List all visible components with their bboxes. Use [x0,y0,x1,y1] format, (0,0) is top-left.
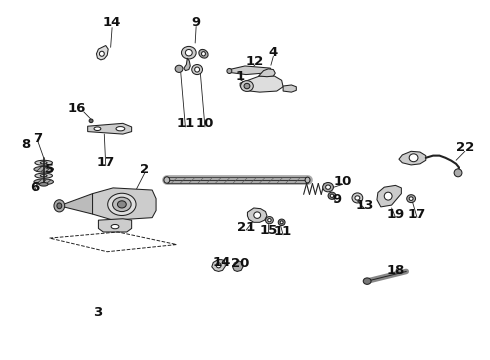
Text: 6: 6 [30,181,40,194]
Polygon shape [98,219,132,232]
Ellipse shape [192,64,202,75]
Ellipse shape [280,221,283,224]
Text: 10: 10 [196,117,214,130]
Text: 7: 7 [33,132,42,145]
Polygon shape [399,151,426,165]
Ellipse shape [305,177,310,183]
Ellipse shape [164,177,170,183]
Polygon shape [233,261,243,271]
Ellipse shape [363,278,371,284]
Ellipse shape [254,212,261,219]
Text: 8: 8 [22,138,31,151]
Ellipse shape [199,49,208,58]
Ellipse shape [278,219,285,226]
Ellipse shape [328,192,336,199]
Text: 9: 9 [192,17,201,30]
Text: 4: 4 [269,46,278,59]
Ellipse shape [323,183,333,192]
Ellipse shape [57,203,62,209]
Text: 20: 20 [231,257,249,270]
Polygon shape [259,69,275,77]
Text: 16: 16 [67,102,86,115]
Text: 3: 3 [93,306,102,319]
Text: 9: 9 [332,193,342,206]
Ellipse shape [454,169,462,177]
Ellipse shape [185,49,192,56]
Polygon shape [59,194,93,214]
Ellipse shape [35,160,52,165]
Ellipse shape [181,46,196,59]
Ellipse shape [326,185,331,189]
Ellipse shape [40,175,47,177]
Text: 13: 13 [356,199,374,212]
Ellipse shape [111,225,119,229]
Text: 14: 14 [103,17,122,30]
Ellipse shape [330,194,334,197]
Text: 21: 21 [237,221,255,234]
Ellipse shape [54,200,65,212]
Text: 10: 10 [334,175,352,188]
Polygon shape [89,188,156,220]
Ellipse shape [34,179,53,185]
Ellipse shape [216,263,221,268]
Ellipse shape [40,162,47,164]
Text: 17: 17 [97,156,115,169]
Text: 11: 11 [274,225,292,238]
Ellipse shape [407,195,416,203]
Polygon shape [184,58,190,71]
Ellipse shape [99,51,104,56]
Ellipse shape [266,217,273,224]
Text: 19: 19 [387,208,405,221]
Polygon shape [88,123,132,134]
Ellipse shape [175,65,183,72]
Ellipse shape [227,68,232,73]
Polygon shape [212,260,225,271]
Ellipse shape [352,193,363,203]
Ellipse shape [195,67,199,72]
Text: 5: 5 [45,163,54,176]
Text: 17: 17 [408,208,426,221]
Ellipse shape [116,127,125,131]
Ellipse shape [409,197,413,201]
Ellipse shape [241,81,253,91]
Ellipse shape [108,193,136,216]
Ellipse shape [268,219,271,222]
Ellipse shape [39,183,48,186]
Text: 22: 22 [456,141,474,154]
Text: 12: 12 [245,55,264,68]
Text: 14: 14 [212,256,231,269]
Ellipse shape [94,127,101,131]
Ellipse shape [355,196,360,200]
Polygon shape [240,76,283,92]
Ellipse shape [35,173,52,178]
Ellipse shape [118,201,126,208]
Polygon shape [283,85,296,92]
Text: 18: 18 [386,264,405,277]
Ellipse shape [409,154,418,162]
Polygon shape [377,185,401,207]
Polygon shape [97,45,108,60]
Ellipse shape [113,197,131,212]
Text: 15: 15 [259,224,277,237]
Ellipse shape [244,84,250,89]
Text: 11: 11 [176,117,195,130]
Polygon shape [229,66,272,75]
Ellipse shape [384,192,392,200]
Ellipse shape [201,51,205,56]
Polygon shape [247,208,267,222]
Text: 1: 1 [236,69,245,82]
Text: 2: 2 [140,163,149,176]
Ellipse shape [89,119,93,123]
Ellipse shape [34,166,53,172]
